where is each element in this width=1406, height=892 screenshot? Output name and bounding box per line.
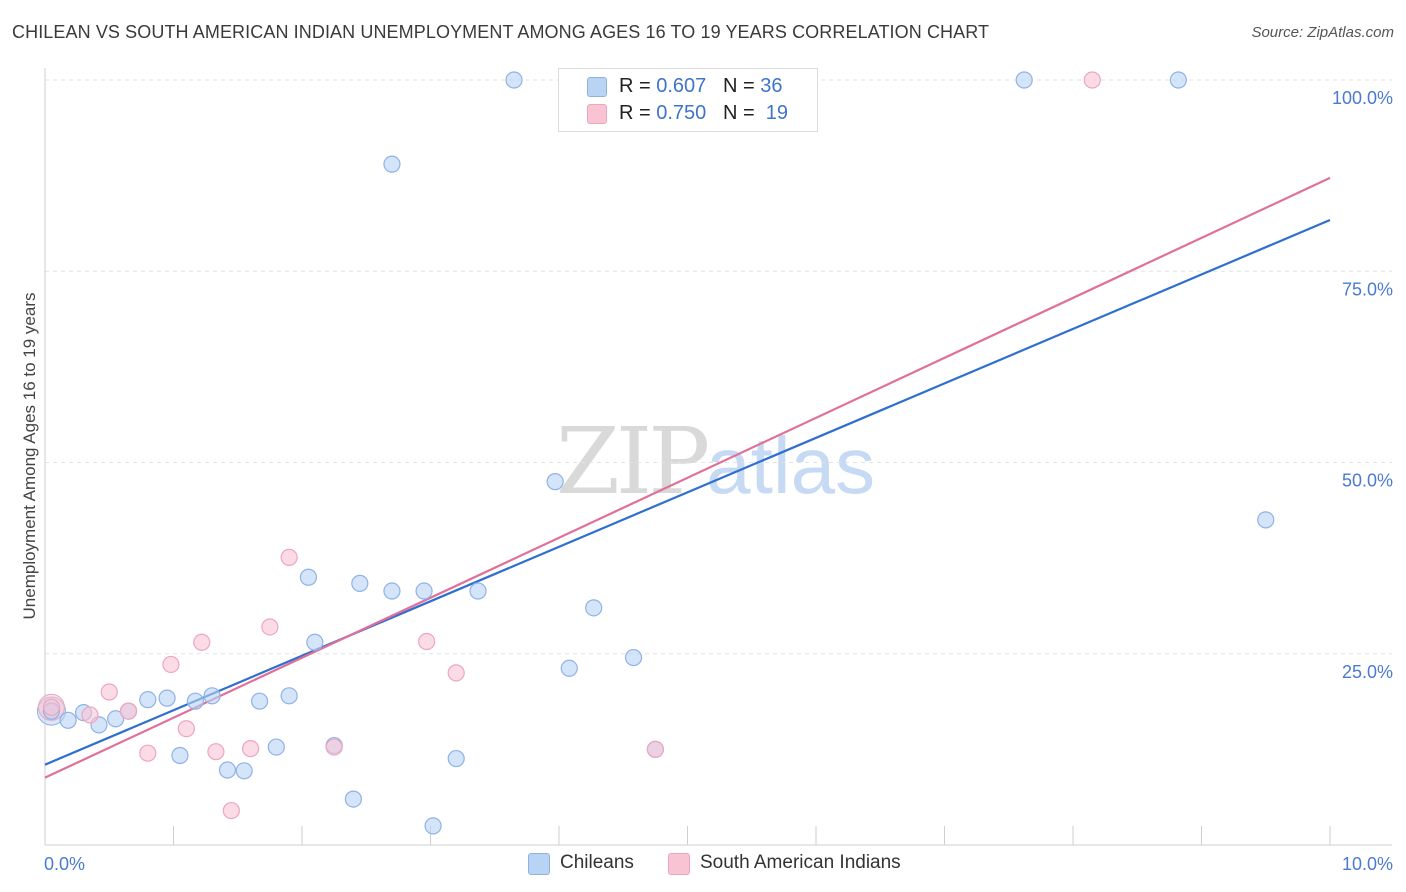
x-tick-label: 10.0% [1342, 854, 1393, 874]
chilean-point [546, 473, 564, 491]
sai-point [42, 698, 61, 716]
r-value: 0.750 [656, 102, 707, 124]
sai-point [162, 655, 180, 674]
chilean-point [186, 692, 204, 710]
chilean-point [447, 749, 465, 768]
y-tick-label: 50.0% [1342, 471, 1393, 491]
n-label: N = [722, 75, 755, 97]
sai-swatch [668, 853, 690, 875]
chilean-point [235, 762, 253, 780]
chilean-point [624, 648, 643, 667]
chilean-point [469, 582, 487, 600]
sai-point [447, 664, 465, 682]
sai-point [119, 702, 138, 720]
x-tick-label: 0.0% [44, 854, 85, 874]
r-label: R = [619, 75, 651, 97]
sai-point [325, 738, 343, 756]
chilean-point [107, 710, 125, 728]
chilean-point [585, 599, 603, 617]
n-value: 36 [760, 75, 783, 97]
sai-point [207, 743, 225, 761]
chilean-point [424, 817, 442, 835]
legend-label: South American Indians [700, 852, 901, 873]
chilean-point [306, 633, 324, 651]
sai-point [193, 633, 211, 651]
sai-point [261, 618, 279, 636]
sai-point [139, 744, 157, 762]
chilean-point [383, 155, 401, 173]
chilean-point [383, 582, 401, 600]
chileans-swatch [587, 77, 607, 97]
chilean-point [351, 574, 369, 592]
chilean-point [218, 761, 237, 779]
chilean-point [560, 659, 578, 677]
y-tick-label: 25.0% [1342, 662, 1393, 682]
chilean-point [344, 790, 362, 808]
chilean-point [1257, 511, 1275, 529]
gridlines [45, 79, 1392, 655]
y-tick-label: 100.0% [1332, 88, 1393, 108]
series-legend: Chileans South American Indians [0, 852, 1406, 878]
trend-lines [44, 176, 1331, 779]
r-value: 0.607 [656, 75, 707, 97]
sai-point [418, 632, 436, 651]
chilean-point [1169, 71, 1187, 89]
sai-point [100, 683, 118, 701]
data-points [36, 71, 1275, 835]
sai-point [81, 706, 99, 724]
chart-title: CHILEAN VS SOUTH AMERICAN INDIAN UNEMPLO… [12, 22, 990, 42]
sai-point [280, 548, 298, 566]
chilean-point [139, 691, 157, 709]
chileans-swatch [528, 853, 550, 875]
sai-point [646, 740, 664, 758]
y-tick-label: 75.0% [1342, 279, 1393, 299]
stats-legend: R = 0.607 N = 36 R = 0.750 N = 19 [558, 68, 818, 132]
r-label: R = [619, 102, 651, 124]
sai-point [177, 720, 195, 738]
chilean-point [250, 692, 269, 710]
chilean-point [280, 687, 298, 705]
chileans-trend-line [44, 218, 1331, 766]
legend-label: Chileans [560, 852, 634, 873]
chilean-point [171, 746, 189, 765]
sai-point [242, 740, 260, 758]
chilean-point [299, 568, 318, 586]
sai-point [222, 801, 240, 820]
axes [44, 68, 1392, 846]
tick-labels: 25.0% 50.0% 75.0% 100.0% 0.0% 10.0% [44, 88, 1393, 874]
n-label: N = [722, 102, 755, 124]
chilean-point [415, 582, 433, 600]
sai-trend-line [44, 176, 1331, 779]
chilean-point [59, 711, 77, 729]
chilean-point [267, 738, 285, 756]
chilean-point [505, 71, 523, 89]
sai-point [1083, 71, 1101, 89]
n-value: 19 [765, 102, 789, 124]
chilean-point [158, 689, 176, 707]
sai-swatch [587, 104, 607, 124]
source-label: Source: ZipAtlas.com [1251, 24, 1394, 41]
chilean-point [1015, 71, 1033, 89]
chilean-point [203, 687, 221, 705]
